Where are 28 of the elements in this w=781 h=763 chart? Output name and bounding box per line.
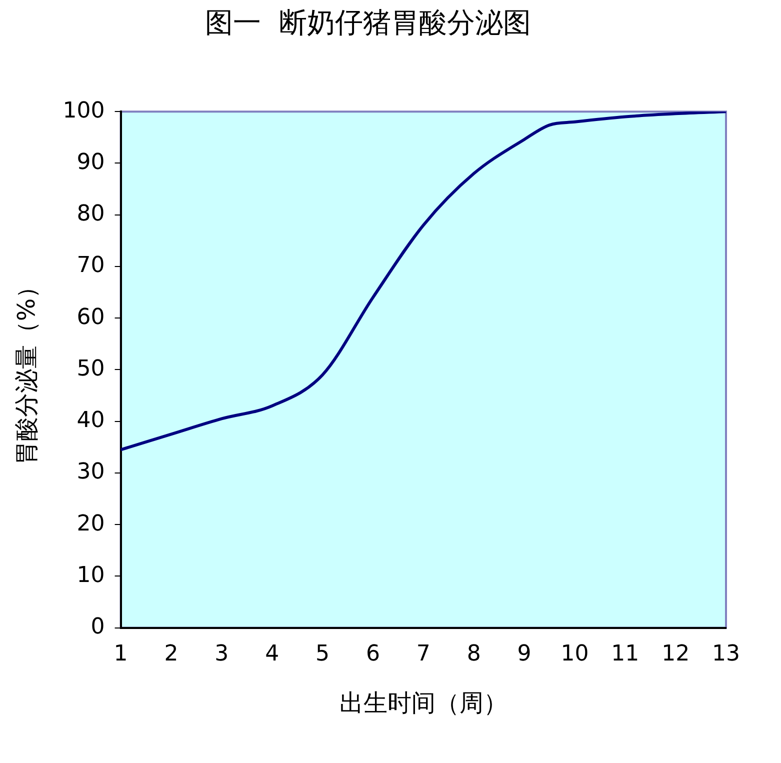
y-tick-label: 20 bbox=[76, 511, 105, 536]
x-tick-label: 3 bbox=[214, 642, 229, 667]
y-tick-label: 40 bbox=[76, 408, 105, 434]
y-tick-label: 100 bbox=[62, 98, 105, 124]
x-tick-label: 11 bbox=[611, 642, 640, 667]
chart-title: 图一 断奶仔猪胃酸分泌图 bbox=[205, 6, 531, 40]
y-axis-title: 胃酸分泌量（%） bbox=[12, 274, 41, 466]
x-tick-label: 4 bbox=[265, 642, 280, 667]
y-tick-label: 90 bbox=[76, 150, 105, 175]
y-tick-label: 60 bbox=[76, 304, 105, 330]
y-tick-label: 0 bbox=[90, 614, 105, 640]
x-tick-label: 1 bbox=[114, 642, 128, 667]
y-tick-label: 50 bbox=[76, 356, 105, 382]
x-tick-label: 5 bbox=[316, 642, 330, 667]
x-axis-title: 出生时间（周） bbox=[339, 688, 508, 717]
x-tick-label: 8 bbox=[466, 642, 481, 667]
x-tick-label: 6 bbox=[366, 642, 380, 667]
x-tick-label: 7 bbox=[416, 642, 430, 667]
x-tick-label: 12 bbox=[662, 642, 690, 667]
x-tick-label: 10 bbox=[560, 642, 589, 667]
y-tick-label: 30 bbox=[76, 460, 105, 485]
y-tick-label: 80 bbox=[76, 202, 105, 227]
y-tick-label: 10 bbox=[76, 562, 105, 588]
line-series bbox=[120, 112, 726, 452]
y-tick-label: 70 bbox=[76, 253, 105, 278]
x-tick-label: 9 bbox=[517, 642, 532, 667]
x-tick-label: 13 bbox=[712, 642, 740, 667]
x-tick-label: 2 bbox=[164, 642, 178, 667]
